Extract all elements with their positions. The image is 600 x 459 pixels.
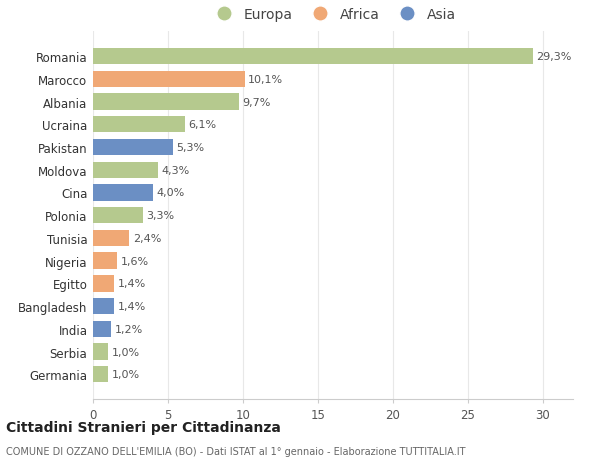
- Bar: [93, 94, 239, 111]
- Bar: [93, 49, 533, 65]
- Text: 1,2%: 1,2%: [115, 324, 143, 334]
- Text: 1,4%: 1,4%: [118, 279, 146, 289]
- Bar: [93, 321, 111, 337]
- Text: 4,3%: 4,3%: [161, 165, 190, 175]
- Text: Cittadini Stranieri per Cittadinanza: Cittadini Stranieri per Cittadinanza: [6, 420, 281, 434]
- Text: 29,3%: 29,3%: [536, 52, 572, 62]
- Text: 6,1%: 6,1%: [188, 120, 217, 130]
- Text: 4,0%: 4,0%: [157, 188, 185, 198]
- Text: 2,4%: 2,4%: [133, 234, 161, 243]
- Text: 1,6%: 1,6%: [121, 256, 149, 266]
- Bar: [93, 230, 129, 246]
- Bar: [93, 298, 114, 314]
- Bar: [93, 140, 173, 156]
- Bar: [93, 275, 114, 292]
- Bar: [93, 185, 153, 201]
- Text: 1,0%: 1,0%: [112, 347, 140, 357]
- Bar: [93, 72, 245, 88]
- Text: 9,7%: 9,7%: [242, 97, 271, 107]
- Text: 3,3%: 3,3%: [146, 211, 175, 221]
- Bar: [93, 366, 108, 383]
- Text: 1,0%: 1,0%: [112, 369, 140, 380]
- Text: 10,1%: 10,1%: [248, 75, 283, 84]
- Bar: [93, 117, 185, 133]
- Bar: [93, 162, 157, 179]
- Bar: [93, 344, 108, 360]
- Bar: [93, 207, 143, 224]
- Text: 1,4%: 1,4%: [118, 302, 146, 311]
- Text: 5,3%: 5,3%: [176, 143, 205, 153]
- Text: COMUNE DI OZZANO DELL'EMILIA (BO) - Dati ISTAT al 1° gennaio - Elaborazione TUTT: COMUNE DI OZZANO DELL'EMILIA (BO) - Dati…: [6, 446, 466, 456]
- Bar: [93, 253, 117, 269]
- Legend: Europa, Africa, Asia: Europa, Africa, Asia: [205, 2, 461, 28]
